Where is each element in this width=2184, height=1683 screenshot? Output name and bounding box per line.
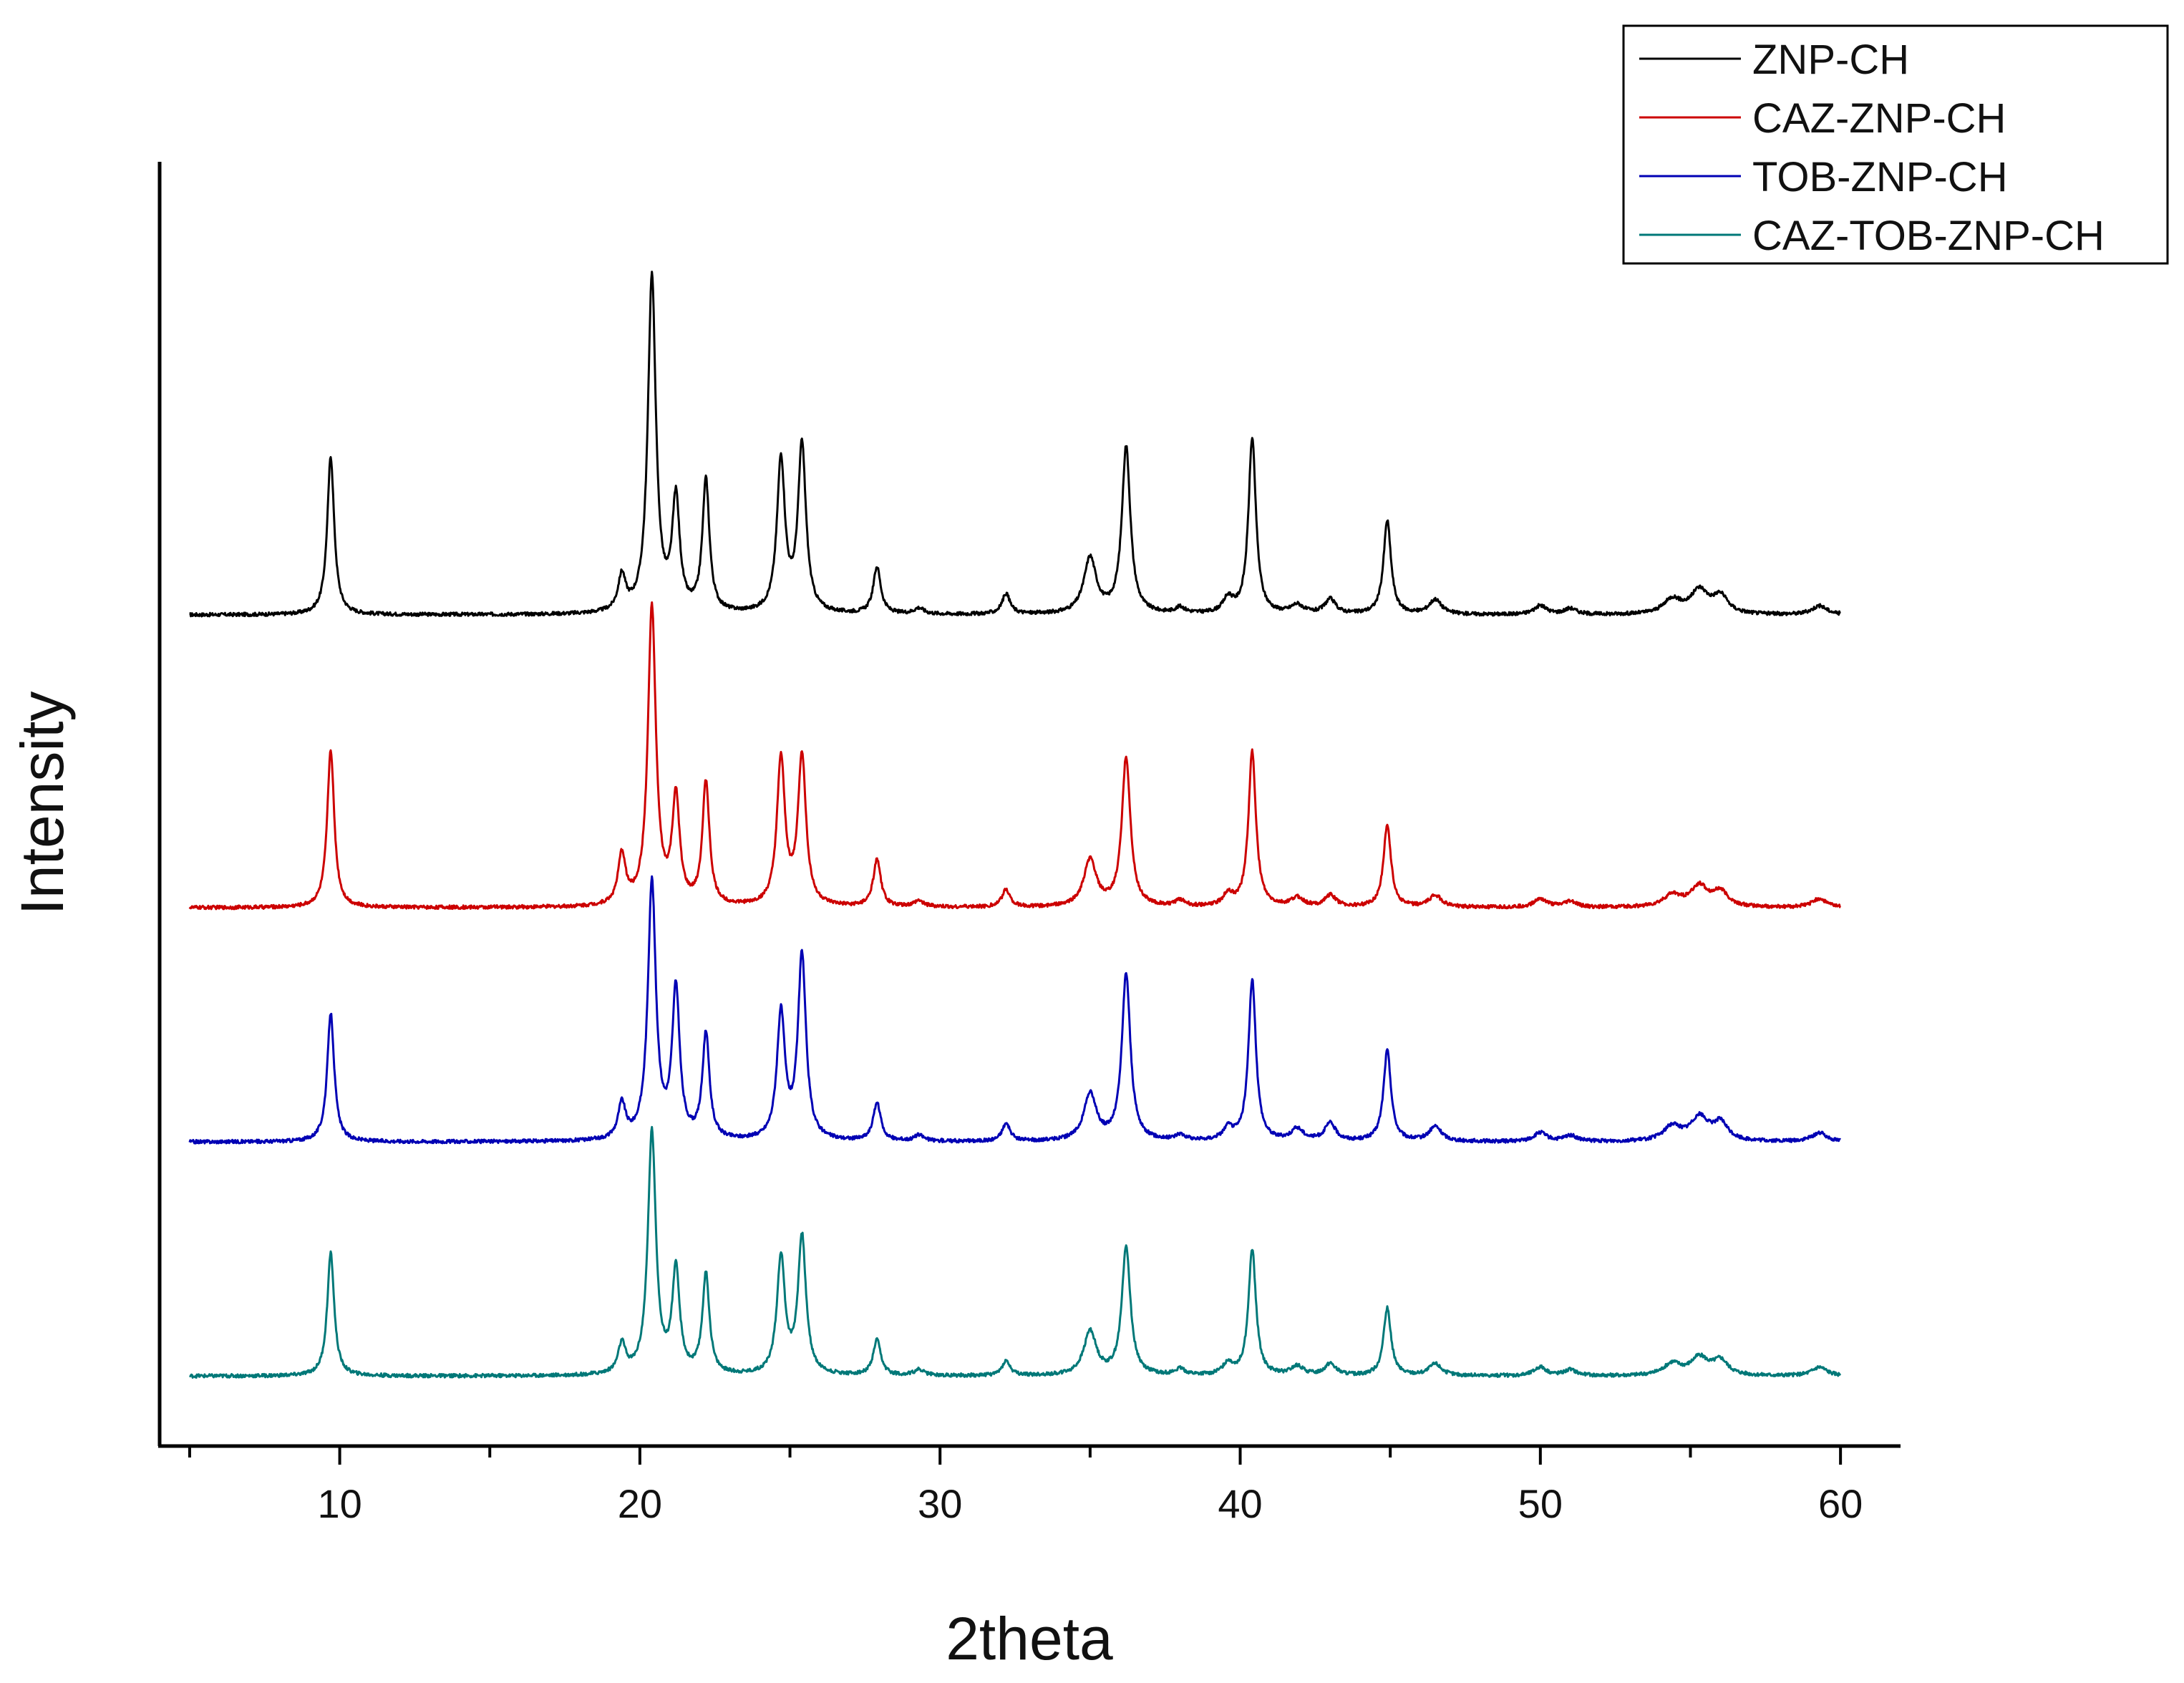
x-tick-label: 10 [317,1481,361,1526]
x-tick-label: 40 [1218,1481,1262,1526]
series-line-caz-tob-znp-ch [188,1125,1842,1379]
x-tick-label: 20 [618,1481,662,1526]
x-axis-title: 2theta [946,1605,1113,1672]
legend: ZNP-CH CAZ-ZNP-CH TOB-ZNP-CH CAZ-TOB-ZNP-CH [1622,24,2169,265]
legend-label: CAZ-ZNP-CH [1752,95,2006,142]
legend-box [1622,24,2169,265]
legend-label: ZNP-CH [1752,37,1909,83]
x-tick-layer: 10 20 30 40 50 60 [188,1446,1863,1526]
y-axis-title: Intensity [9,692,76,916]
x-tick-label: 50 [1518,1481,1563,1526]
series-line-caz-znp-ch [188,601,1842,911]
series-layer [188,271,1842,1379]
legend-items: ZNP-CH CAZ-ZNP-CH TOB-ZNP-CH CAZ-TOB-ZNP-CH [1639,37,2105,259]
legend-label: CAZ-TOB-ZNP-CH [1752,213,2105,259]
x-tick-label: 60 [1818,1481,1863,1526]
series-line-znp-ch [189,271,1841,618]
legend-label: TOB-ZNP-CH [1752,154,2008,200]
x-tick-label: 30 [918,1481,962,1526]
series-line-tob-znp-ch [188,875,1842,1145]
